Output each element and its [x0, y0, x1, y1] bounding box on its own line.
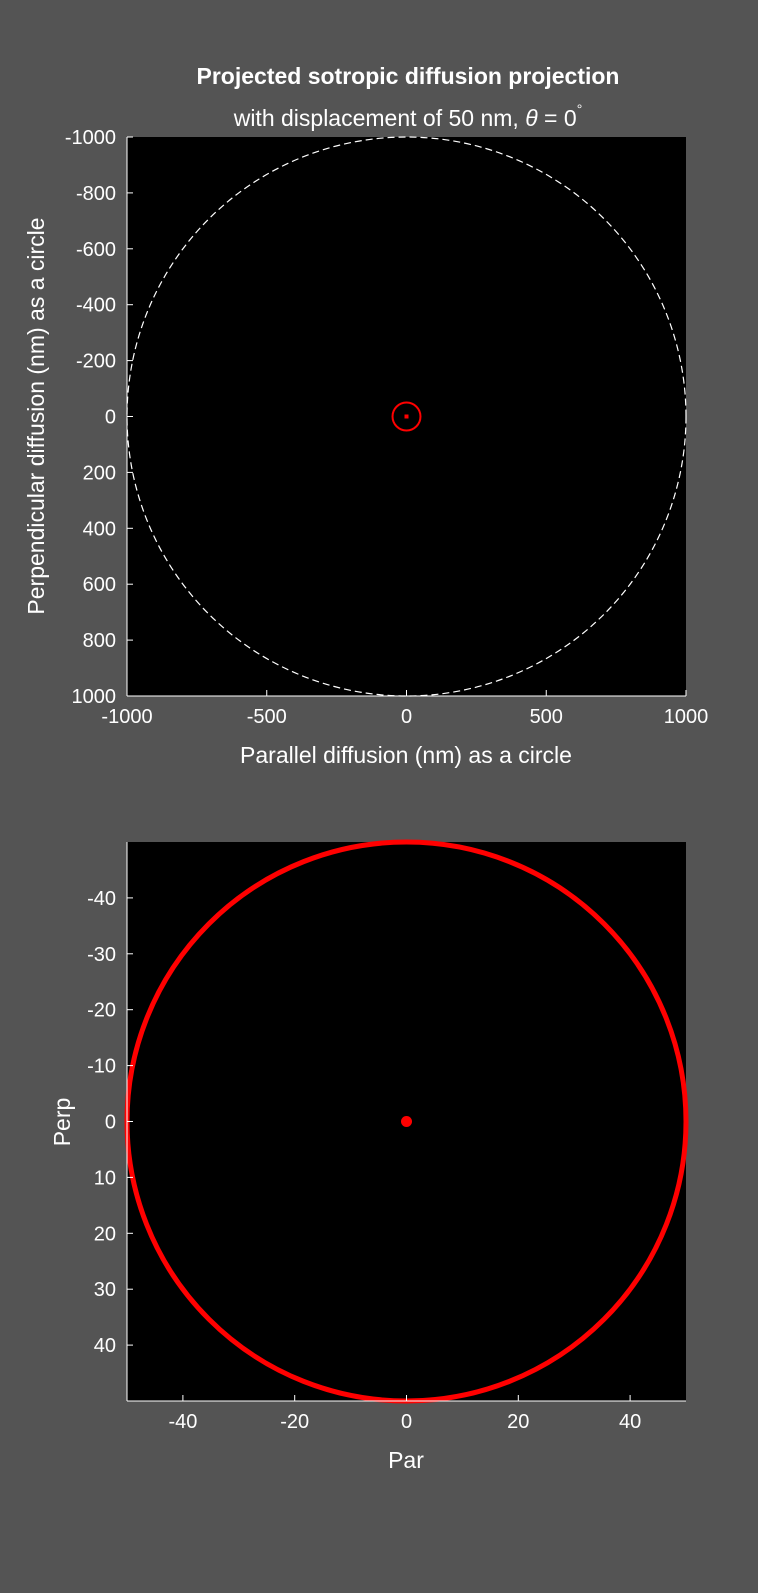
bot-y-tick-label: 20	[94, 1223, 116, 1245]
bot-x-tick-label: 40	[619, 1411, 641, 1433]
top-x-tick-label: -1000	[101, 706, 152, 728]
top-circle-1	[391, 401, 422, 432]
bot-y-tick-label: -30	[87, 944, 116, 966]
top-x-tick-label: 1000	[664, 706, 709, 728]
top-y-tick-label: 200	[83, 462, 116, 484]
chart-bottom-y-axis-label: Perp	[49, 1098, 75, 1147]
chart-bottom-x-axis-label: Par	[388, 1447, 424, 1473]
top-y-tick-label: -600	[76, 239, 116, 261]
chart-bottom-x-ticks: -40 -20 0 20 40	[168, 1395, 641, 1433]
chart-top-points	[404, 414, 409, 419]
top-y-tick-label: 400	[83, 518, 116, 540]
top-x-tick-label: -500	[247, 706, 287, 728]
chart-bottom-points	[401, 1116, 412, 1127]
top-y-tick-label: 0	[105, 407, 116, 429]
chart-top-y-axis-label: Perpendicular diffusion (nm) as a circle	[23, 217, 49, 614]
chart-top-title: Projected sotropic diffusion projection	[197, 63, 620, 89]
bot-y-tick-label: 40	[94, 1335, 116, 1357]
bot-y-tick-label: 10	[94, 1167, 116, 1189]
chart-top-y-ticks: -1000 -800 -600 -400 -200 0 200 400 600 800 1000	[65, 127, 133, 708]
top-y-tick-label: -1000	[65, 127, 116, 149]
bot-x-tick-label: 0	[401, 1411, 412, 1433]
top-y-tick-label: -200	[76, 351, 116, 373]
bot-y-tick-label: -40	[87, 888, 116, 910]
bot-y-tick-label: -20	[87, 1000, 116, 1022]
top-y-tick-label: -400	[76, 295, 116, 317]
chart-top-x-axis-label: Parallel diffusion (nm) as a circle	[240, 742, 572, 768]
bot-x-tick-label: 20	[507, 1411, 529, 1433]
chart-bottom-y-ticks: -40 -30 -20 -10 0 10 20 30 40	[87, 888, 133, 1357]
top-circle-0	[126, 136, 687, 697]
top-point-0	[404, 414, 409, 419]
bot-y-tick-label: 30	[94, 1279, 116, 1301]
bot-x-tick-label: -40	[168, 1411, 197, 1433]
chart-top-circles	[126, 136, 687, 697]
bot-y-tick-label: 0	[105, 1112, 116, 1134]
chart-top-subtitle: with displacement of 50 nm, θ = 0°	[233, 101, 583, 131]
bot-point-0	[401, 1116, 412, 1127]
chart-top: Projected sotropic diffusion projection …	[23, 63, 708, 768]
top-y-tick-label: 600	[83, 574, 116, 596]
top-y-tick-label: 800	[83, 630, 116, 652]
chart-bottom: -40 -20 0 20 40 -40 -30 -20 -10 0 10 20 30 40 Par Pe…	[49, 839, 689, 1473]
bot-x-tick-label: -20	[280, 1411, 309, 1433]
top-x-tick-label: 500	[530, 706, 563, 728]
bot-y-tick-label: -10	[87, 1056, 116, 1078]
top-x-tick-label: 0	[401, 706, 412, 728]
top-y-tick-label: -800	[76, 183, 116, 205]
top-y-tick-label: 1000	[72, 686, 117, 708]
chart-top-x-ticks: -1000 -500 0 500 1000	[101, 690, 708, 728]
